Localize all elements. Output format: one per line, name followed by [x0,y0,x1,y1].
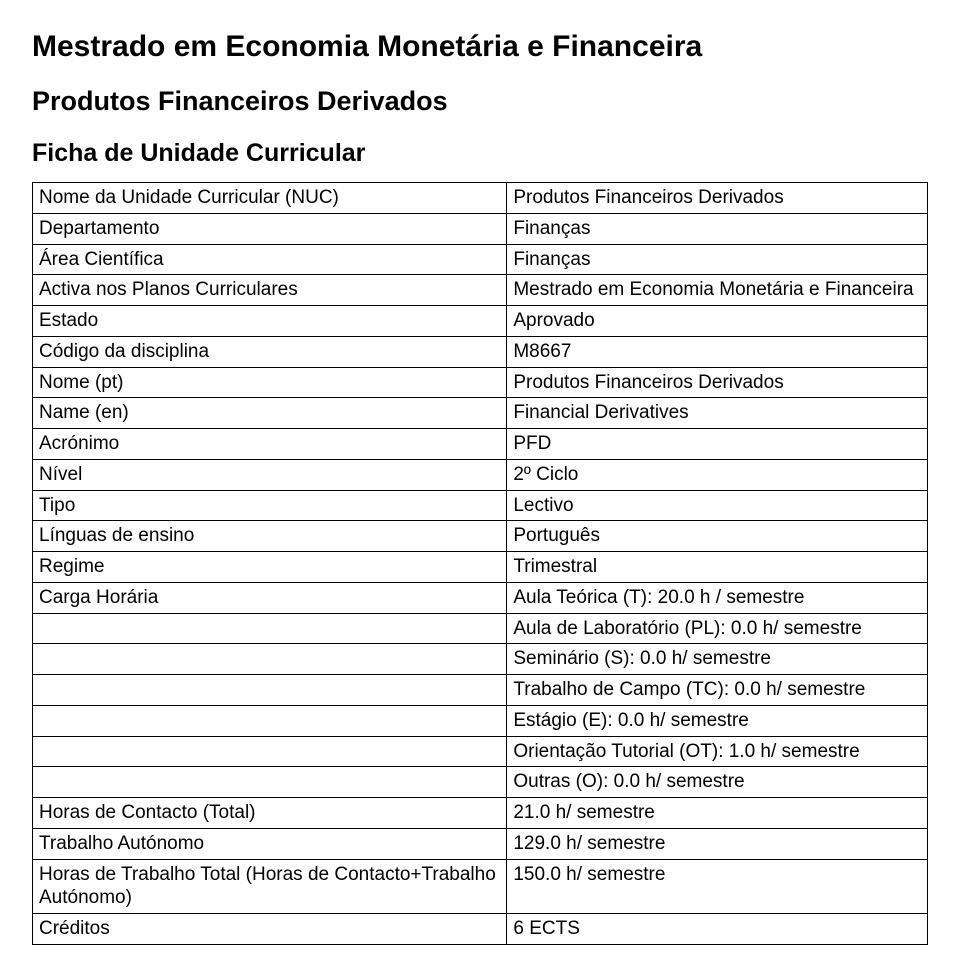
row-label: Horas de Trabalho Total (Horas de Contac… [33,859,507,914]
row-value: 2º Ciclo [507,459,928,490]
row-label: Créditos [33,914,507,945]
table-row: Seminário (S): 0.0 h/ semestre [33,644,928,675]
row-value: 6 ECTS [507,914,928,945]
row-label [33,705,507,736]
row-value: Trabalho de Campo (TC): 0.0 h/ semestre [507,675,928,706]
row-label: Nome da Unidade Curricular (NUC) [33,183,507,214]
row-label: Horas de Contacto (Total) [33,798,507,829]
table-row: TipoLectivo [33,490,928,521]
row-label: Nome (pt) [33,367,507,398]
row-label: Name (en) [33,398,507,429]
info-table-body: Nome da Unidade Curricular (NUC)Produtos… [33,183,928,945]
row-value: Português [507,521,928,552]
row-value: Mestrado em Economia Monetária e Finance… [507,275,928,306]
table-row: Créditos6 ECTS [33,914,928,945]
table-row: Trabalho Autónomo129.0 h/ semestre [33,828,928,859]
table-row: Aula de Laboratório (PL): 0.0 h/ semestr… [33,613,928,644]
row-label: Área Científica [33,244,507,275]
table-row: Trabalho de Campo (TC): 0.0 h/ semestre [33,675,928,706]
row-value: Financial Derivatives [507,398,928,429]
row-value: Produtos Financeiros Derivados [507,367,928,398]
row-value: Produtos Financeiros Derivados [507,183,928,214]
row-label: Nível [33,459,507,490]
table-row: Nome da Unidade Curricular (NUC)Produtos… [33,183,928,214]
sub-title: Produtos Financeiros Derivados [32,86,928,117]
row-value: Lectivo [507,490,928,521]
row-value: Finanças [507,244,928,275]
row-label: Código da disciplina [33,336,507,367]
table-row: AcrónimoPFD [33,429,928,460]
row-label: Regime [33,552,507,583]
table-row: DepartamentoFinanças [33,213,928,244]
info-table: Nome da Unidade Curricular (NUC)Produtos… [32,182,928,945]
row-label: Trabalho Autónomo [33,828,507,859]
table-row: Horas de Contacto (Total)21.0 h/ semestr… [33,798,928,829]
row-label [33,736,507,767]
row-value: Estágio (E): 0.0 h/ semestre [507,705,928,736]
row-value: Seminário (S): 0.0 h/ semestre [507,644,928,675]
row-label [33,675,507,706]
row-label [33,613,507,644]
row-label: Activa nos Planos Curriculares [33,275,507,306]
table-row: RegimeTrimestral [33,552,928,583]
table-row: Carga HoráriaAula Teórica (T): 20.0 h / … [33,582,928,613]
row-label: Carga Horária [33,582,507,613]
row-label: Tipo [33,490,507,521]
table-row: Estágio (E): 0.0 h/ semestre [33,705,928,736]
row-value: Finanças [507,213,928,244]
table-row: Outras (O): 0.0 h/ semestre [33,767,928,798]
row-label [33,767,507,798]
row-value: 129.0 h/ semestre [507,828,928,859]
row-value: 150.0 h/ semestre [507,859,928,914]
table-row: Área CientíficaFinanças [33,244,928,275]
row-value: Aula de Laboratório (PL): 0.0 h/ semestr… [507,613,928,644]
row-value: PFD [507,429,928,460]
table-row: Código da disciplinaM8667 [33,336,928,367]
row-label: Estado [33,306,507,337]
row-value: Orientação Tutorial (OT): 1.0 h/ semestr… [507,736,928,767]
row-label: Línguas de ensino [33,521,507,552]
row-value: Trimestral [507,552,928,583]
table-row: Nome (pt)Produtos Financeiros Derivados [33,367,928,398]
table-row: Horas de Trabalho Total (Horas de Contac… [33,859,928,914]
table-row: Línguas de ensinoPortuguês [33,521,928,552]
section-title: Ficha de Unidade Curricular [32,139,928,168]
row-value: Outras (O): 0.0 h/ semestre [507,767,928,798]
row-value: Aula Teórica (T): 20.0 h / semestre [507,582,928,613]
row-label: Departamento [33,213,507,244]
table-row: Orientação Tutorial (OT): 1.0 h/ semestr… [33,736,928,767]
row-value: Aprovado [507,306,928,337]
table-row: EstadoAprovado [33,306,928,337]
table-row: Nível2º Ciclo [33,459,928,490]
main-title: Mestrado em Economia Monetária e Finance… [32,30,928,64]
table-row: Activa nos Planos CurricularesMestrado e… [33,275,928,306]
row-value: 21.0 h/ semestre [507,798,928,829]
table-row: Name (en)Financial Derivatives [33,398,928,429]
row-label [33,644,507,675]
row-label: Acrónimo [33,429,507,460]
row-value: M8667 [507,336,928,367]
